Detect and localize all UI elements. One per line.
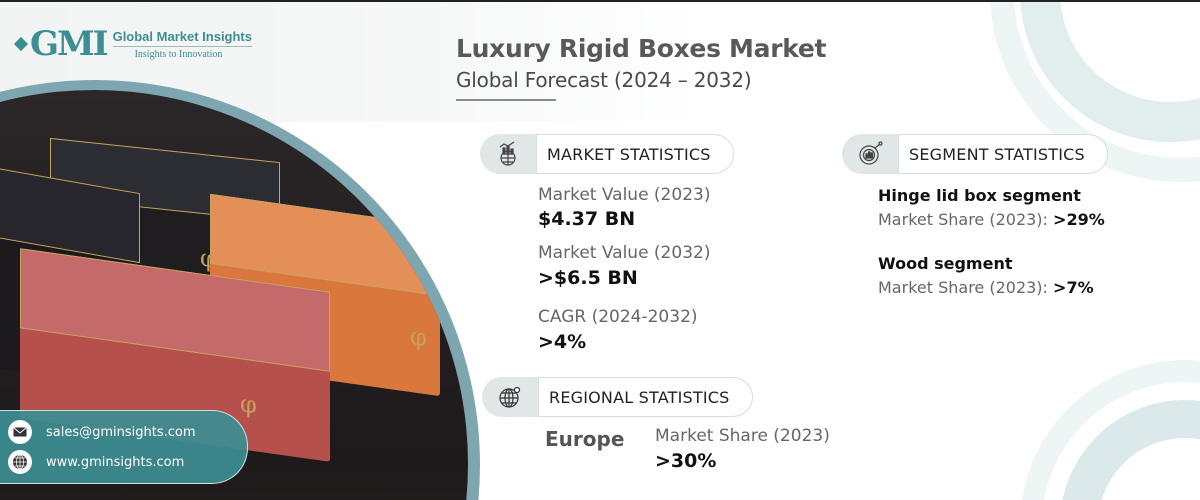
segment-name: Hinge lid box segment <box>878 186 1081 205</box>
brand-name: Global Market Insights <box>112 29 252 47</box>
contact-email[interactable]: sales@gminsights.com <box>8 417 247 447</box>
stat-value: $4.37 BN <box>538 208 636 230</box>
market-statistics-heading: MARKET STATISTICS <box>536 134 734 174</box>
logo-mark: GMI <box>30 24 109 64</box>
regional-statistics-heading: REGIONAL STATISTICS <box>538 377 753 417</box>
brand-tagline: Insights to Innovation <box>134 48 223 60</box>
envelope-icon <box>8 420 32 444</box>
globe-pin-icon <box>482 377 538 417</box>
stat-label: CAGR (2024-2032) <box>538 307 698 327</box>
region-share-value: >30% <box>655 450 717 472</box>
region-share-label: Market Share (2023) <box>655 426 830 446</box>
segment-statistics-heading: SEGMENT STATISTICS <box>898 134 1108 174</box>
title-divider <box>456 99 556 101</box>
chart-globe-icon <box>480 134 536 174</box>
segment-share: Market Share (2023): >7% <box>878 278 1094 297</box>
stat-value: >4% <box>538 331 587 353</box>
segment-share-label: Market Share (2023): <box>878 278 1048 297</box>
market-statistics-header: MARKET STATISTICS <box>480 134 734 174</box>
website-link[interactable]: www.gminsights.com <box>46 454 185 470</box>
logo-diamond-icon <box>13 36 29 52</box>
region-name: Europe <box>545 427 625 451</box>
contact-website[interactable]: www.gminsights.com <box>8 447 247 477</box>
segment-name: Wood segment <box>878 254 1013 273</box>
globe-icon <box>8 450 32 474</box>
segment-statistics-header: SEGMENT STATISTICS <box>842 134 1108 174</box>
gmi-logo: GMI Global Market Insights Insights to I… <box>13 24 252 64</box>
contact-panel: sales@gminsights.com www.gminsights.com <box>0 410 248 484</box>
stat-label: Market Value (2032) <box>538 243 711 263</box>
segment-share-value: >7% <box>1053 278 1094 297</box>
segment-share-value: >29% <box>1053 210 1105 229</box>
page-subtitle: Global Forecast (2024 – 2032) <box>456 68 752 92</box>
segment-chart-icon <box>842 134 898 174</box>
regional-statistics-header: REGIONAL STATISTICS <box>482 377 753 417</box>
stat-value: >$6.5 BN <box>538 267 638 289</box>
stat-label: Market Value (2023) <box>538 185 711 205</box>
page-title: Luxury Rigid Boxes Market <box>456 34 827 63</box>
segment-share-label: Market Share (2023): <box>878 210 1048 229</box>
email-link[interactable]: sales@gminsights.com <box>46 424 196 440</box>
segment-share: Market Share (2023): >29% <box>878 210 1105 229</box>
